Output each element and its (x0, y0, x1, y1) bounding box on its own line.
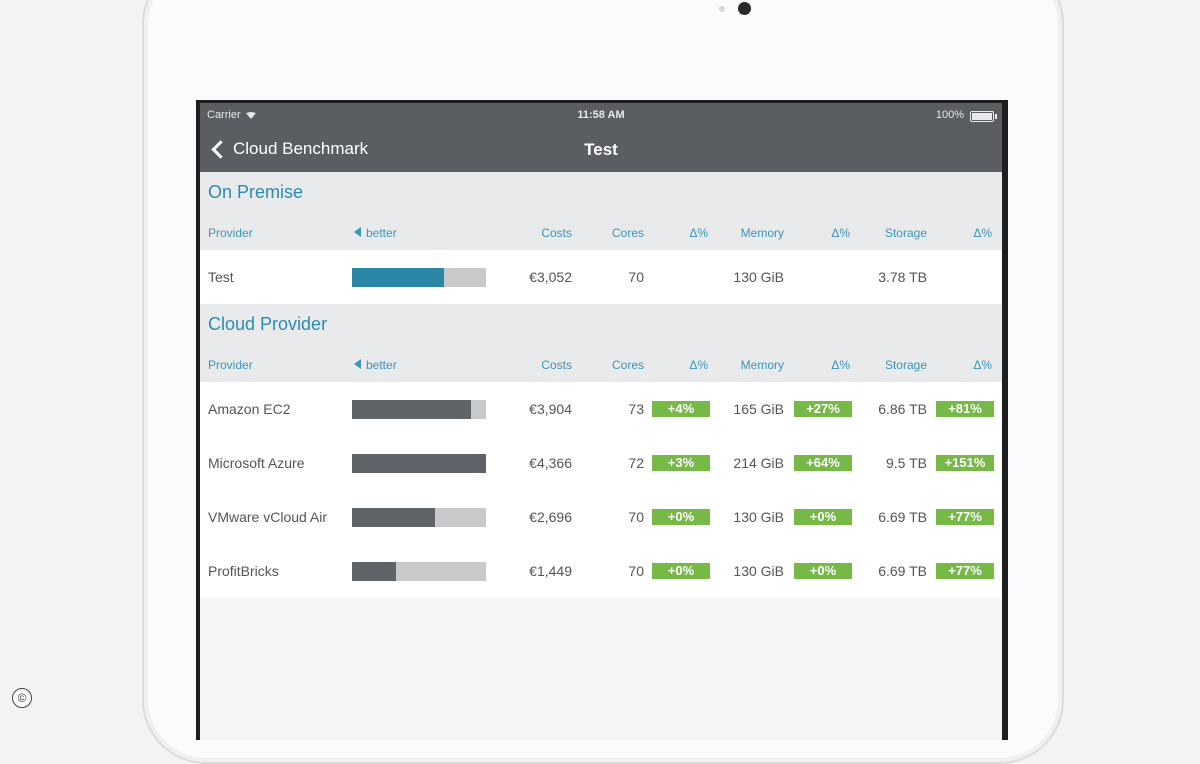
provider-name: ProfitBricks (208, 563, 279, 579)
col-better[interactable]: better (354, 358, 397, 372)
score-bar (352, 454, 486, 473)
wifi-icon (244, 112, 257, 119)
table-row[interactable]: ProfitBricks €1,449 70 +0% 130 GiB +0% 6.69 TB… (200, 544, 1002, 598)
copyright-icon: © (12, 688, 32, 708)
col-storage[interactable]: Storage (884, 358, 927, 372)
provider-name: Amazon EC2 (208, 401, 291, 417)
score-bar-fill (352, 562, 397, 581)
costs-value: €4,366 (529, 455, 572, 471)
col-memory[interactable]: Memory (740, 226, 784, 240)
col-cores[interactable]: Cores (611, 358, 644, 372)
cores-value: 70 (628, 269, 644, 285)
col-memory-delta[interactable]: Δ% (831, 226, 850, 240)
storage-value: 9.5 TB (886, 455, 927, 471)
col-memory[interactable]: Memory (740, 358, 784, 372)
device-screen: Carrier 11:58 AM 100% Cloud Benchmark Te… (196, 100, 1008, 740)
memory-delta-badge: +0% (794, 509, 852, 525)
costs-value: €1,449 (529, 563, 572, 579)
table-row[interactable]: Amazon EC2 €3,904 73 +4% 165 GiB +27% 6.86 TB +… (200, 382, 1002, 436)
storage-value: 6.69 TB (878, 509, 927, 525)
memory-delta-badge: +0% (794, 563, 852, 579)
cores-value: 73 (628, 401, 644, 417)
costs-value: €3,052 (529, 269, 572, 285)
col-costs[interactable]: Costs (541, 358, 572, 372)
status-bar: Carrier 11:58 AM 100% (200, 103, 1002, 127)
costs-value: €3,904 (529, 401, 572, 417)
battery-icon (970, 111, 997, 122)
col-provider[interactable]: Provider (208, 226, 253, 240)
section-title: Cloud Provider (208, 314, 328, 334)
battery-percent: 100% (935, 109, 964, 121)
storage-delta-badge: +151% (936, 455, 994, 471)
cores-delta-badge: +3% (652, 455, 710, 471)
col-costs[interactable]: Costs (541, 226, 572, 240)
memory-value: 165 GiB (733, 401, 784, 417)
score-bar (352, 508, 486, 527)
memory-delta-badge: +27% (794, 401, 852, 417)
col-better-label: better (366, 358, 397, 372)
col-cores-delta[interactable]: Δ% (689, 358, 708, 372)
score-bar (352, 268, 486, 287)
col-storage[interactable]: Storage (884, 226, 927, 240)
cores-delta-badge: +4% (652, 401, 710, 417)
section-header-on-premise: On Premise Provider better Costs Cores Δ… (200, 172, 1002, 250)
provider-name: Test (208, 269, 234, 285)
col-better[interactable]: better (354, 226, 397, 240)
memory-value: 214 GiB (733, 455, 784, 471)
storage-delta-badge: +81% (936, 401, 994, 417)
status-carrier: Carrier (207, 109, 257, 121)
cores-delta-badge: +0% (652, 509, 710, 525)
cores-delta-badge: +0% (652, 563, 710, 579)
score-bar-fill (352, 508, 436, 527)
score-bar (352, 400, 486, 419)
score-bar (352, 562, 486, 581)
section-title: On Premise (208, 182, 304, 202)
storage-value: 6.69 TB (878, 563, 927, 579)
cores-value: 72 (628, 455, 644, 471)
back-button[interactable]: Cloud Benchmark (210, 139, 368, 159)
costs-value: €2,696 (529, 509, 572, 525)
table-row[interactable]: Microsoft Azure €4,366 72 +3% 214 GiB +64% 9.5… (200, 436, 1002, 490)
memory-value: 130 GiB (733, 509, 784, 525)
carrier-label: Carrier (207, 109, 241, 121)
col-cores[interactable]: Cores (611, 226, 644, 240)
storage-value: 3.78 TB (878, 269, 927, 285)
empty-area (200, 599, 1002, 740)
section-header-cloud-provider: Cloud Provider Provider better Costs Cor… (200, 304, 1002, 382)
score-bar-fill (352, 268, 445, 287)
triangle-left-icon (354, 359, 361, 369)
col-better-label: better (366, 226, 397, 240)
provider-name: VMware vCloud Air (208, 509, 328, 525)
page-title: Test (584, 140, 618, 159)
score-bar-fill (352, 454, 486, 473)
col-cores-delta[interactable]: Δ% (689, 226, 708, 240)
storage-value: 6.86 TB (878, 401, 927, 417)
col-memory-delta[interactable]: Δ% (831, 358, 850, 372)
storage-delta-badge: +77% (936, 509, 994, 525)
provider-name: Microsoft Azure (208, 455, 305, 471)
table-row[interactable]: Test €3,052 70 130 GiB 3.78 TB (200, 250, 1002, 304)
triangle-left-icon (354, 227, 361, 237)
cores-value: 70 (628, 509, 644, 525)
col-storage-delta[interactable]: Δ% (973, 226, 992, 240)
cores-value: 70 (628, 563, 644, 579)
table-row[interactable]: VMware vCloud Air €2,696 70 +0% 130 GiB +0% 6.… (200, 490, 1002, 544)
memory-value: 130 GiB (733, 269, 784, 285)
navigation-bar: Cloud Benchmark Test (200, 127, 1002, 172)
back-button-label: Cloud Benchmark (233, 139, 369, 158)
score-bar-fill (352, 400, 472, 419)
memory-delta-badge: +64% (794, 455, 852, 471)
col-provider[interactable]: Provider (208, 358, 253, 372)
col-storage-delta[interactable]: Δ% (973, 358, 992, 372)
storage-delta-badge: +77% (936, 563, 994, 579)
sensor-dot (719, 6, 725, 12)
front-camera (738, 2, 751, 15)
app-display: Carrier 11:58 AM 100% Cloud Benchmark Te… (200, 103, 1002, 740)
status-time: 11:58 AM (577, 109, 625, 121)
memory-value: 130 GiB (733, 563, 784, 579)
